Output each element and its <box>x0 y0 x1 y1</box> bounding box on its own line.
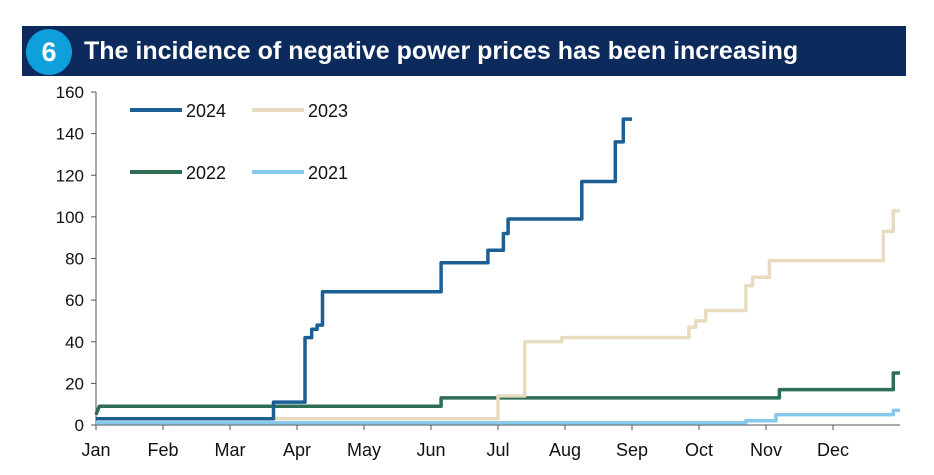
chart-number-badge: 6 <box>26 29 72 75</box>
y-tick-label: 120 <box>56 166 84 185</box>
x-tick-label: Feb <box>147 440 178 460</box>
x-tick-label: Aug <box>549 440 581 460</box>
y-tick-label: 80 <box>65 250 84 269</box>
y-tick-label: 160 <box>56 83 84 102</box>
series-line-2023 <box>96 208 900 421</box>
chart-axes: 0 20 40 60 80 100 120 140 160 Jan Feb Mar Apr May Jun J… <box>56 83 900 460</box>
legend-label-2023: 2023 <box>308 101 348 121</box>
x-tick-label: May <box>347 440 381 460</box>
title-bar <box>22 26 906 76</box>
x-tick-label: Mar <box>215 440 246 460</box>
chart-legend: 2024 2023 2022 2021 <box>130 101 348 183</box>
x-tick-label: Dec <box>817 440 849 460</box>
y-tick-label: 60 <box>65 291 84 310</box>
x-tick-label: Jun <box>416 440 445 460</box>
legend-label-2022: 2022 <box>186 163 226 183</box>
legend-label-2024: 2024 <box>186 101 226 121</box>
x-tick-label: Oct <box>685 440 713 460</box>
y-tick-label: 100 <box>56 208 84 227</box>
chart-series <box>94 117 900 425</box>
x-tick-label: Nov <box>750 440 782 460</box>
y-tick-label: 140 <box>56 125 84 144</box>
x-tick-label: Sep <box>616 440 648 460</box>
y-tick-label: 40 <box>65 333 84 352</box>
x-tick-label: Jan <box>81 440 110 460</box>
y-tick-label: 20 <box>65 374 84 393</box>
x-tick-label: Jul <box>486 440 509 460</box>
series-line-2021 <box>96 408 900 425</box>
x-tick-label: Apr <box>283 440 311 460</box>
y-tick-label: 0 <box>75 416 84 435</box>
legend-label-2021: 2021 <box>308 163 348 183</box>
series-line-2022 <box>94 371 900 416</box>
chart-title: The incidence of negative power prices h… <box>84 37 799 65</box>
series-line-2024 <box>96 117 632 421</box>
